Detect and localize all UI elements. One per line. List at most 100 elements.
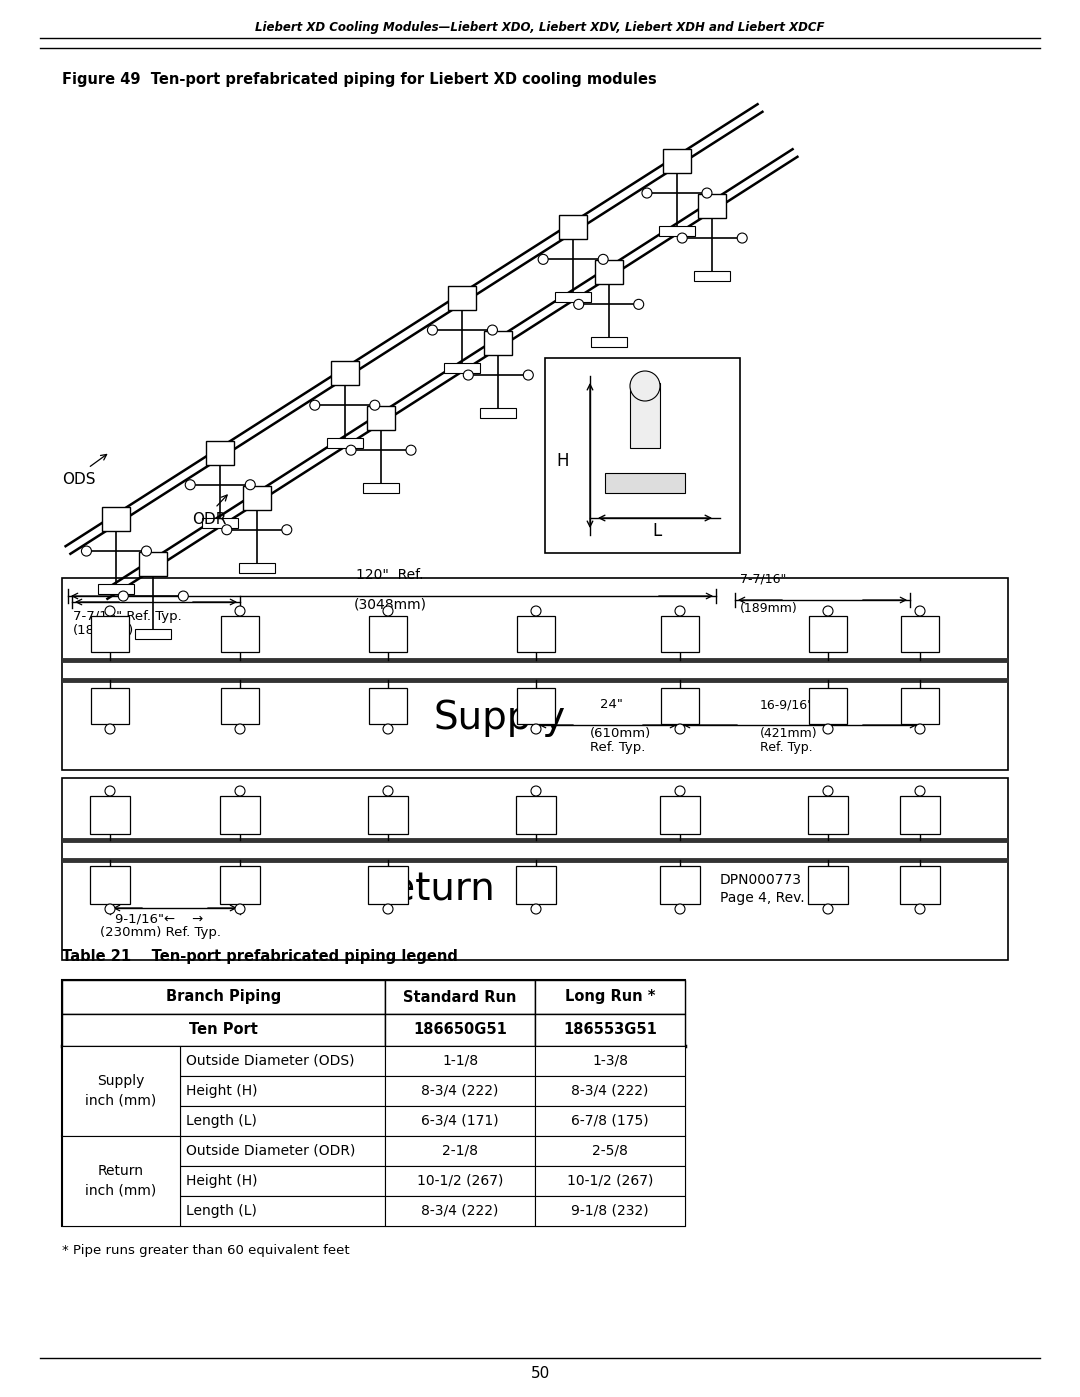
Text: 2-5/8: 2-5/8 — [592, 1144, 627, 1158]
Bar — [330, 362, 359, 386]
Bar — [694, 271, 730, 281]
Circle shape — [119, 591, 129, 601]
Bar — [62, 981, 384, 1014]
Bar — [659, 226, 694, 236]
Bar — [180, 1196, 384, 1227]
Bar — [535, 1196, 685, 1227]
Text: ODR: ODR — [192, 511, 227, 527]
Bar — [384, 1196, 535, 1227]
Bar — [555, 292, 591, 302]
Text: Supply: Supply — [434, 698, 566, 738]
Circle shape — [221, 525, 232, 535]
Circle shape — [282, 525, 292, 535]
Bar — [368, 866, 408, 904]
Text: 10-1/2 (267): 10-1/2 (267) — [567, 1173, 653, 1187]
Bar — [535, 1014, 685, 1046]
Bar — [98, 584, 134, 594]
Text: 8-3/4 (222): 8-3/4 (222) — [571, 1084, 649, 1098]
Bar — [180, 1046, 384, 1076]
Bar — [630, 383, 660, 448]
Text: 50: 50 — [530, 1366, 550, 1382]
Circle shape — [675, 606, 685, 616]
Bar — [239, 563, 274, 573]
Bar — [62, 1046, 180, 1136]
Circle shape — [524, 370, 534, 380]
Circle shape — [573, 299, 583, 309]
Text: 9-1/16"←    →: 9-1/16"← → — [114, 912, 203, 925]
Bar — [384, 1136, 535, 1166]
Circle shape — [538, 254, 549, 264]
Text: DPN000773: DPN000773 — [720, 873, 802, 887]
Circle shape — [245, 479, 255, 490]
Circle shape — [531, 787, 541, 796]
Text: Return
inch (mm): Return inch (mm) — [85, 1164, 157, 1197]
Circle shape — [310, 400, 320, 411]
Bar — [663, 149, 691, 173]
Text: Long Run *: Long Run * — [565, 989, 656, 1004]
Bar — [180, 1136, 384, 1166]
Circle shape — [369, 400, 380, 411]
Circle shape — [81, 546, 92, 556]
Circle shape — [915, 606, 924, 616]
Bar — [62, 1136, 180, 1227]
Text: L: L — [653, 522, 662, 541]
Circle shape — [235, 787, 245, 796]
Text: 16-9/16": 16-9/16" — [760, 698, 814, 711]
Bar — [698, 194, 726, 218]
Bar — [661, 687, 699, 724]
Bar — [62, 981, 685, 1227]
Text: Ref. Typ.: Ref. Typ. — [590, 740, 646, 754]
Bar — [448, 286, 476, 310]
Bar — [384, 981, 535, 1014]
Circle shape — [702, 189, 712, 198]
Text: 1-3/8: 1-3/8 — [592, 1053, 627, 1067]
Bar — [206, 441, 234, 465]
Bar — [368, 796, 408, 834]
Bar — [367, 407, 395, 430]
Text: Return: Return — [366, 869, 495, 907]
Bar — [243, 486, 271, 510]
Circle shape — [915, 904, 924, 914]
Text: Outside Diameter (ODR): Outside Diameter (ODR) — [186, 1144, 355, 1158]
Bar — [481, 408, 516, 418]
Text: (189mm): (189mm) — [73, 624, 134, 637]
Text: 6-3/4 (171): 6-3/4 (171) — [421, 1113, 499, 1127]
Circle shape — [630, 372, 660, 401]
Circle shape — [738, 233, 747, 243]
Circle shape — [823, 787, 833, 796]
Bar — [220, 866, 260, 904]
Text: Liebert XD Cooling Modules—Liebert XDO, Liebert XDV, Liebert XDH and Liebert XDC: Liebert XD Cooling Modules—Liebert XDO, … — [255, 21, 825, 35]
Bar — [384, 1166, 535, 1196]
Bar — [809, 687, 847, 724]
Bar — [90, 866, 130, 904]
Bar — [139, 552, 167, 576]
Circle shape — [383, 787, 393, 796]
Circle shape — [141, 546, 151, 556]
Bar — [660, 796, 700, 834]
Circle shape — [235, 724, 245, 733]
Bar — [516, 796, 556, 834]
Text: 7-7/16" Ref. Typ.: 7-7/16" Ref. Typ. — [73, 610, 181, 623]
Bar — [484, 331, 512, 355]
Text: Length (L): Length (L) — [186, 1204, 257, 1218]
Circle shape — [406, 446, 416, 455]
Bar — [62, 578, 1008, 770]
Text: 8-3/4 (222): 8-3/4 (222) — [421, 1084, 499, 1098]
Bar — [535, 981, 685, 1014]
Bar — [660, 866, 700, 904]
Circle shape — [823, 724, 833, 733]
Bar — [369, 616, 407, 652]
Text: (230mm) Ref. Typ.: (230mm) Ref. Typ. — [100, 926, 221, 939]
Circle shape — [675, 904, 685, 914]
Circle shape — [915, 787, 924, 796]
Circle shape — [634, 299, 644, 309]
Circle shape — [346, 446, 356, 455]
Bar — [202, 518, 239, 528]
Bar — [605, 474, 685, 493]
Circle shape — [531, 904, 541, 914]
Text: 9-1/8 (232): 9-1/8 (232) — [571, 1204, 649, 1218]
Circle shape — [178, 591, 188, 601]
Circle shape — [915, 724, 924, 733]
Circle shape — [186, 479, 195, 490]
Bar — [517, 687, 555, 724]
